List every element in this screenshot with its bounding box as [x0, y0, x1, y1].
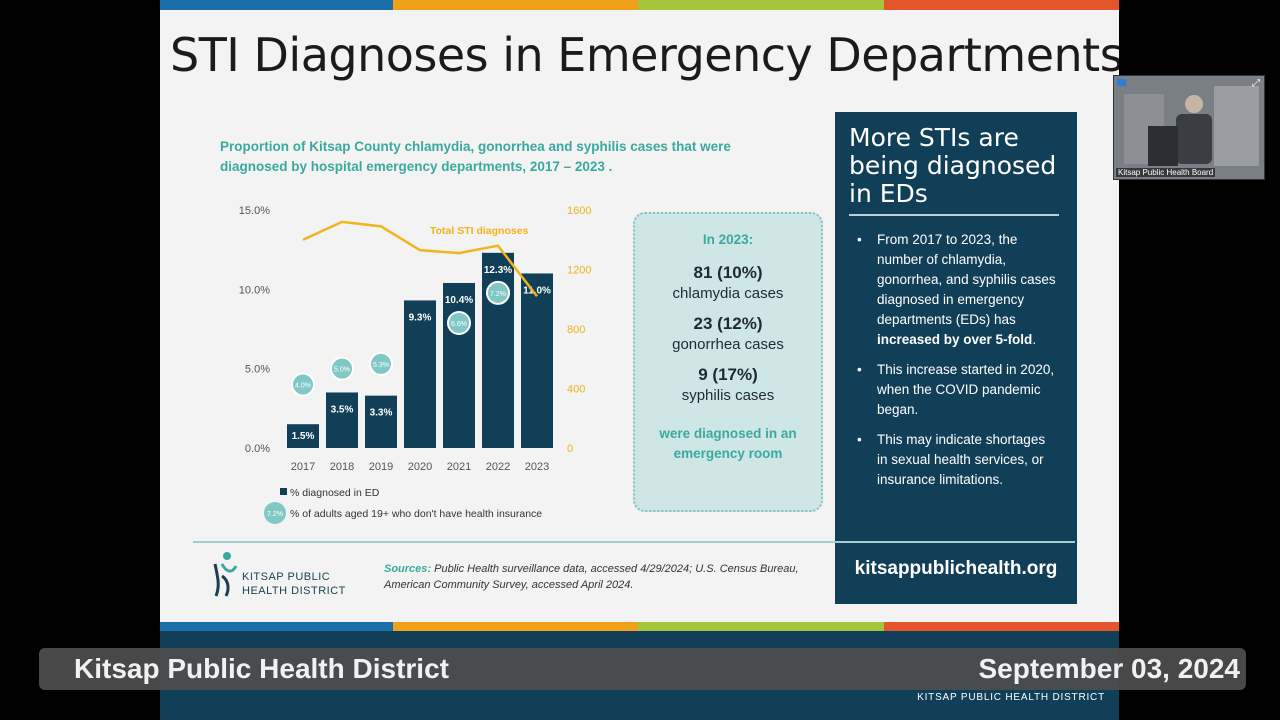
- y-right-tick: 1200: [567, 265, 591, 277]
- callout-chlamydia-count: 81 (10%): [693, 263, 763, 282]
- bullet-item: From 2017 to 2023, the number of chlamyd…: [849, 230, 1059, 350]
- x-tick-label: 2021: [447, 461, 471, 473]
- y-right-tick: 1600: [567, 205, 591, 217]
- y-right-tick: 400: [567, 384, 585, 396]
- legend-marker-bubble: [264, 502, 286, 524]
- callout-box: In 2023: 81 (10%) chlamydia cases 23 (12…: [633, 212, 823, 512]
- chart-bar: [443, 282, 475, 448]
- color-bar-green: [638, 0, 884, 10]
- side-panel-heading: More STIs are being diagnosed in EDs: [849, 123, 1057, 208]
- color-bar-blue: [160, 0, 393, 10]
- bullet-item: This increase started in 2020, when the …: [849, 360, 1059, 420]
- bar-value-label: 3.5%: [331, 404, 354, 415]
- kphd-logo-icon: [213, 552, 238, 597]
- callout-syphilis-label: syphilis cases: [681, 387, 775, 404]
- lower-third-banner: Kitsap Public Health District September …: [39, 648, 1246, 690]
- callout-gonorrhea-count: 23 (12%): [693, 314, 763, 333]
- speaker-video: [1114, 76, 1264, 179]
- legend-marker-bar: [280, 488, 287, 495]
- chart-bar: [365, 395, 397, 448]
- x-tick-label: 2023: [525, 461, 549, 473]
- bar-chart: 15.0% 10.0% 5.0% 0.0% 1600 1200 800 400 0 2017 201…: [239, 205, 591, 524]
- total-sti-line-label: Total STI diagnoses: [430, 225, 529, 237]
- bottom-bar-green: [638, 622, 884, 631]
- org-name-small: KITSAP PUBLIC HEALTH DISTRICT: [917, 692, 1105, 703]
- side-panel: More STIs are being diagnosed in EDs Fro…: [835, 112, 1077, 604]
- callout-chlamydia-label: chlamydia cases: [672, 285, 784, 302]
- insurance-bubble: [447, 310, 471, 335]
- x-tick-label: 2017: [291, 461, 315, 473]
- chart-bar: [326, 392, 358, 448]
- organization-name: Kitsap Public Health District: [74, 653, 449, 684]
- bar-value-label: 12.3%: [484, 265, 512, 276]
- insurance-bubble: [330, 356, 354, 381]
- chart-subtitle: Proportion of Kitsap County chlamydia, g…: [220, 139, 731, 174]
- chart-bar: [404, 300, 436, 448]
- insurance-bubble-label: 4.0%: [295, 383, 311, 390]
- sources-note: Sources: Public Health surveillance data…: [384, 563, 799, 591]
- side-panel-bullets: From 2017 to 2023, the number of chlamyd…: [849, 230, 1059, 500]
- legend-label: % diagnosed in ED: [290, 487, 380, 499]
- kphd-logo-text: KITSAP PUBLIC HEALTH DISTRICT: [242, 571, 346, 597]
- total-sti-line: [302, 220, 538, 298]
- slide-title: STI Diagnoses in Emergency Departments: [170, 28, 1119, 82]
- insurance-bubble-label: 6.6%: [451, 321, 467, 328]
- x-tick-label: 2018: [330, 461, 354, 473]
- footer-divider: [193, 541, 1075, 543]
- bar-value-label: 10.4%: [445, 295, 473, 306]
- x-tick-label: 2020: [408, 461, 432, 473]
- bar-value-label: 3.3%: [370, 408, 393, 419]
- insurance-bubble: [486, 280, 510, 305]
- bottom-bar-red: [884, 622, 1119, 631]
- insurance-bubble-label: 5.3%: [373, 362, 389, 369]
- meeting-date: September 03, 2024: [978, 653, 1241, 684]
- side-panel-divider: [849, 214, 1059, 216]
- insurance-bubble: [291, 372, 315, 397]
- bar-value-label: 9.3%: [409, 312, 432, 323]
- bar-value-label: 1.5%: [292, 431, 315, 442]
- y-left-tick: 15.0%: [239, 205, 270, 217]
- y-right-tick: 800: [567, 324, 585, 336]
- insurance-bubble-label: 5.0%: [334, 367, 350, 374]
- bottom-bar-blue: [160, 622, 393, 631]
- color-bar-orange: [393, 0, 638, 10]
- participant-video-tile[interactable]: ⤢ Kitsap Public Health Board: [1113, 75, 1265, 180]
- chart-bar: [287, 424, 319, 448]
- insurance-bubble: [369, 351, 393, 376]
- y-left-tick: 10.0%: [239, 284, 270, 296]
- y-right-tick: 0: [567, 443, 573, 455]
- callout-gonorrhea-label: gonorrhea cases: [672, 336, 784, 353]
- y-left-tick: 5.0%: [245, 364, 270, 376]
- legend-bubble-text: 7.2%: [267, 511, 283, 518]
- callout-syphilis-count: 9 (17%): [698, 365, 758, 384]
- video-tile-label: Kitsap Public Health Board: [1116, 168, 1216, 177]
- presentation-slide: STI Diagnoses in Emergency Departments P…: [160, 0, 1119, 720]
- chart-bar: [521, 273, 553, 448]
- color-bar-red: [884, 0, 1119, 10]
- bullet-item: This may indicate shortages in sexual he…: [849, 430, 1059, 490]
- legend-label: % of adults aged 19+ who don't have heal…: [290, 508, 542, 520]
- callout-year: In 2023:: [702, 232, 754, 247]
- insurance-bubble-label: 7.2%: [490, 291, 506, 298]
- bottom-bar-orange: [393, 622, 638, 631]
- expand-icon[interactable]: ⤢: [1252, 78, 1260, 89]
- bar-value-label: 11.0%: [523, 285, 551, 296]
- y-left-tick: 0.0%: [245, 443, 270, 455]
- callout-footer: were diagnosed in an emergency room: [659, 426, 797, 461]
- x-tick-label: 2022: [486, 461, 510, 473]
- x-tick-label: 2019: [369, 461, 393, 473]
- website-url: kitsappublichealth.org: [854, 558, 1058, 579]
- video-badge-icon: [1117, 79, 1126, 86]
